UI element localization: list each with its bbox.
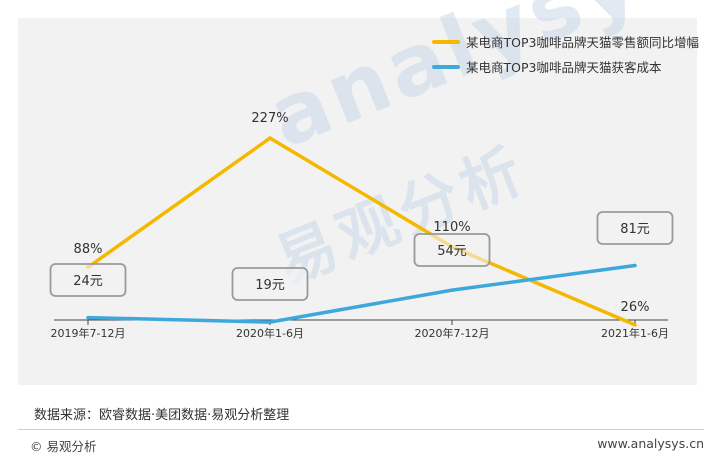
data-label-sales-growth: 227% — [251, 111, 288, 126]
legend-label-sales-growth: 某电商TOP3咖啡品牌天猫零售额同比增幅 — [466, 35, 699, 50]
chart-panel: analysys 易观分析 2019年7-12月 2020年1-6月 2020年7-… — [18, 0, 704, 385]
data-label-acquisition-cost: 19元 — [255, 278, 285, 293]
data-point — [450, 288, 454, 292]
data-point — [268, 320, 272, 324]
data-label-sales-growth: 110% — [433, 220, 470, 235]
legend-swatch-sales-growth — [432, 39, 460, 44]
data-point — [633, 263, 637, 268]
data-point — [86, 315, 90, 320]
footer-divider — [18, 429, 704, 430]
line-chart: 2019年7-12月 2020年1-6月 2020年7-12月 2021年1-6月 88… — [49, 111, 674, 340]
series-line-sales-growth — [86, 136, 636, 327]
x-tick-label: 2020年1-6月 — [236, 326, 304, 340]
legend-item-acquisition-cost: 某电商TOP3咖啡品牌天猫获客成本 — [432, 57, 722, 76]
x-tick-label: 2020年7-12月 — [415, 326, 490, 340]
legend-swatch-acquisition-cost — [432, 64, 460, 69]
data-label-box-acquisition-cost — [596, 211, 674, 245]
data-label-box-acquisition-cost — [413, 233, 491, 267]
copyright-text: © 易观分析 — [30, 439, 97, 454]
data-source-note: 数据来源：欧睿数据·美团数据·易观分析整理 — [34, 408, 290, 423]
data-label-box-acquisition-cost — [49, 263, 127, 297]
data-point — [268, 136, 272, 140]
data-label-acquisition-cost: 81元 — [620, 222, 650, 237]
x-tick-label: 2019年7-12月 — [51, 326, 126, 340]
data-label-acquisition-cost: 24元 — [73, 274, 103, 289]
data-label-acquisition-cost: 54元 — [437, 244, 467, 259]
data-label-box-acquisition-cost — [231, 267, 309, 301]
data-label-sales-growth: 88% — [74, 242, 103, 257]
legend-label-acquisition-cost: 某电商TOP3咖啡品牌天猫获客成本 — [466, 60, 662, 75]
legend-item-sales-growth: 某电商TOP3咖啡品牌天猫零售额同比增幅 — [432, 32, 722, 51]
series-line-acquisition-cost — [87, 263, 636, 324]
website-link[interactable]: www.analysys.cn — [597, 436, 704, 451]
data-label-sales-growth: 26% — [621, 300, 650, 315]
x-tick-label: 2021年1-6月 — [601, 326, 669, 340]
data-point — [633, 323, 637, 327]
